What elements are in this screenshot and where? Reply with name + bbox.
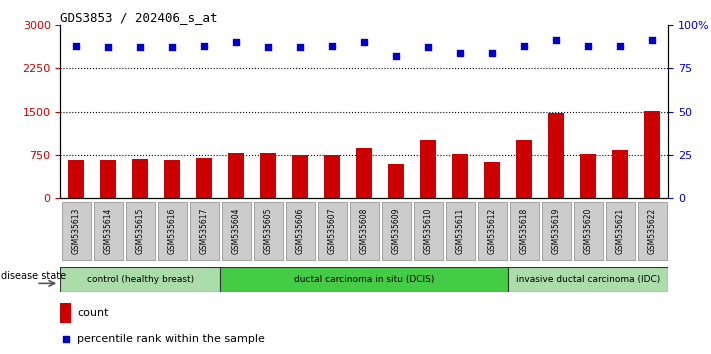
Text: GSM535611: GSM535611 [456, 208, 465, 254]
Text: ductal carcinoma in situ (DCIS): ductal carcinoma in situ (DCIS) [294, 275, 434, 284]
Bar [60, 303, 71, 323]
FancyBboxPatch shape [508, 267, 668, 292]
Text: GSM535621: GSM535621 [616, 208, 625, 254]
Bar [420, 141, 437, 198]
FancyBboxPatch shape [126, 202, 155, 260]
FancyBboxPatch shape [638, 202, 667, 260]
Text: GSM535613: GSM535613 [72, 208, 81, 254]
FancyBboxPatch shape [606, 202, 635, 260]
Text: GSM535617: GSM535617 [200, 208, 209, 254]
Point [294, 45, 306, 50]
Text: GSM535607: GSM535607 [328, 208, 337, 254]
Bar [260, 153, 277, 198]
FancyBboxPatch shape [510, 202, 539, 260]
FancyBboxPatch shape [62, 202, 91, 260]
FancyBboxPatch shape [60, 267, 220, 292]
FancyBboxPatch shape [220, 267, 508, 292]
FancyBboxPatch shape [222, 202, 251, 260]
Text: GSM535606: GSM535606 [296, 208, 305, 254]
Text: GSM535609: GSM535609 [392, 208, 401, 254]
Bar [228, 153, 245, 198]
Bar [484, 162, 501, 198]
Point [583, 43, 594, 48]
Bar [196, 158, 213, 198]
Text: GSM535622: GSM535622 [648, 208, 657, 254]
Bar [68, 160, 85, 198]
FancyBboxPatch shape [350, 202, 379, 260]
Text: percentile rank within the sample: percentile rank within the sample [77, 334, 265, 344]
Text: GSM535615: GSM535615 [136, 208, 145, 254]
Text: GSM535620: GSM535620 [584, 208, 593, 254]
FancyBboxPatch shape [446, 202, 475, 260]
Text: control (healthy breast): control (healthy breast) [87, 275, 194, 284]
Bar [324, 155, 341, 198]
Point [455, 50, 466, 55]
Point [71, 43, 82, 48]
Point [422, 45, 434, 50]
Bar [356, 148, 373, 198]
Point [391, 53, 402, 59]
Text: GSM535618: GSM535618 [520, 208, 529, 254]
Bar [452, 154, 469, 198]
Text: GSM535612: GSM535612 [488, 208, 497, 254]
FancyBboxPatch shape [574, 202, 603, 260]
Text: GSM535616: GSM535616 [168, 208, 177, 254]
Bar [292, 155, 309, 198]
Point [550, 38, 562, 43]
Text: GSM535604: GSM535604 [232, 208, 241, 254]
FancyBboxPatch shape [190, 202, 219, 260]
Point [326, 43, 338, 48]
FancyBboxPatch shape [286, 202, 315, 260]
Text: GSM535619: GSM535619 [552, 208, 561, 254]
Point [358, 39, 370, 45]
FancyBboxPatch shape [542, 202, 571, 260]
Point [647, 38, 658, 43]
Bar [548, 113, 565, 198]
Point [262, 45, 274, 50]
Bar [516, 141, 533, 198]
Point [60, 336, 72, 342]
Text: GSM535608: GSM535608 [360, 208, 369, 254]
FancyBboxPatch shape [158, 202, 187, 260]
Point [198, 43, 210, 48]
Text: GSM535605: GSM535605 [264, 208, 273, 254]
Bar [132, 159, 149, 198]
Bar [644, 111, 661, 198]
Bar [100, 160, 117, 198]
FancyBboxPatch shape [414, 202, 443, 260]
Point [518, 43, 530, 48]
FancyBboxPatch shape [382, 202, 411, 260]
Point [166, 45, 178, 50]
Point [230, 39, 242, 45]
Point [486, 50, 498, 55]
Text: GSM535610: GSM535610 [424, 208, 433, 254]
FancyBboxPatch shape [254, 202, 283, 260]
Bar [612, 150, 629, 198]
Point [103, 45, 114, 50]
Bar [388, 164, 405, 198]
Text: invasive ductal carcinoma (IDC): invasive ductal carcinoma (IDC) [516, 275, 661, 284]
Point [135, 45, 146, 50]
Bar [580, 154, 597, 198]
Text: GDS3853 / 202406_s_at: GDS3853 / 202406_s_at [60, 11, 218, 24]
FancyBboxPatch shape [94, 202, 123, 260]
FancyBboxPatch shape [318, 202, 347, 260]
Text: count: count [77, 308, 109, 318]
Bar [164, 160, 181, 198]
Text: disease state: disease state [1, 271, 66, 281]
Point [614, 43, 626, 48]
Text: GSM535614: GSM535614 [104, 208, 113, 254]
FancyBboxPatch shape [478, 202, 507, 260]
